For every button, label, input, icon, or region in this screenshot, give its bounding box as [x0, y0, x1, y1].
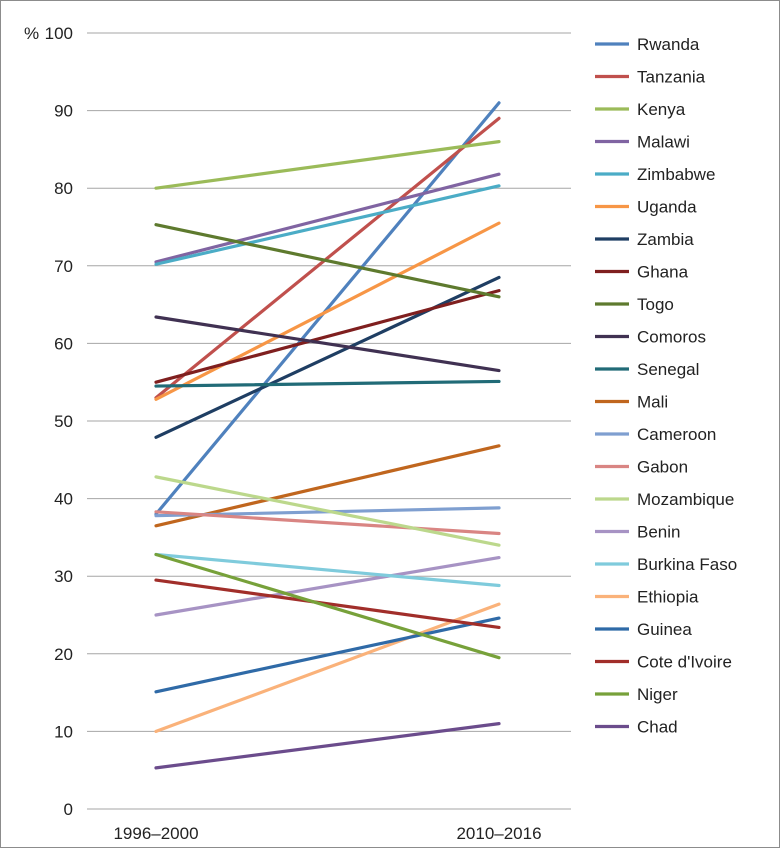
legend: Rwanda Tanzania Kenya Malawi Zimbabwe Uganda Z… — [595, 35, 737, 737]
legend-label: Mali — [637, 393, 668, 412]
y-tick-label: 100 — [45, 24, 73, 43]
x-tick-label: 1996–2000 — [113, 824, 198, 843]
y-tick-label: 80 — [54, 179, 73, 198]
legend-label: Tanzania — [637, 68, 706, 87]
series-line-comoros — [154, 315, 501, 373]
gridlines — [87, 32, 571, 810]
series-line-ethiopia — [154, 602, 501, 734]
legend-label: Ghana — [637, 263, 689, 282]
legend-label: Senegal — [637, 360, 699, 379]
legend-label: Gabon — [637, 458, 688, 477]
series-line-benin — [154, 555, 501, 617]
series-line-senegal — [154, 379, 501, 388]
legend-label: Mozambique — [637, 490, 734, 509]
series-line-togo — [154, 223, 501, 299]
legend-label: Cameroon — [637, 425, 716, 444]
x-tick-label: 2010–2016 — [456, 824, 541, 843]
legend-label: Zimbabwe — [637, 165, 715, 184]
legend-label: Benin — [637, 523, 680, 542]
series-line-ghana — [154, 289, 501, 384]
series-line-mali — [154, 444, 501, 528]
y-tick-label: 90 — [54, 102, 73, 121]
legend-label: Guinea — [637, 620, 692, 639]
series-line-malawi — [154, 172, 501, 264]
series-line-tanzania — [154, 116, 501, 400]
legend-label: Kenya — [637, 100, 686, 119]
series-line-zambia — [154, 275, 501, 439]
y-tick-label: 60 — [54, 334, 73, 353]
series-line-gabon — [154, 510, 501, 536]
legend-label: Cote d'Ivoire — [637, 653, 732, 672]
y-tick-label: 0 — [64, 800, 73, 819]
series-line-guinea — [154, 616, 501, 694]
series-line-cote-d-ivoire — [154, 578, 501, 630]
legend-label: Chad — [637, 718, 678, 737]
series-line-uganda — [154, 221, 501, 401]
legend-label: Ethiopia — [637, 588, 699, 607]
series-lines — [154, 101, 501, 770]
series-line-rwanda — [154, 101, 501, 516]
y-tick-label: 70 — [54, 257, 73, 276]
legend-label: Burkina Faso — [637, 555, 737, 574]
legend-label: Comoros — [637, 328, 706, 347]
legend-label: Zambia — [637, 230, 694, 249]
series-line-mozambique — [154, 475, 501, 547]
legend-label: Uganda — [637, 198, 697, 217]
y-tick-label: 10 — [54, 722, 73, 741]
y-tick-label: 50 — [54, 412, 73, 431]
series-line-kenya — [154, 140, 501, 190]
legend-label: Togo — [637, 295, 674, 314]
legend-label: Malawi — [637, 133, 690, 152]
series-line-chad — [154, 722, 501, 770]
y-tick-label: 20 — [54, 645, 73, 664]
legend-label: Niger — [637, 685, 678, 704]
series-line-niger — [154, 552, 501, 660]
x-axis: 1996–2000 2010–2016 — [113, 824, 541, 843]
legend-label: Rwanda — [637, 35, 700, 54]
y-axis: % 0 10 20 30 40 50 60 70 80 90 100 — [24, 24, 73, 819]
y-tick-label: 30 — [54, 567, 73, 586]
y-tick-label: 40 — [54, 490, 73, 509]
series-line-burkina-faso — [154, 552, 501, 588]
y-unit-label: % — [24, 24, 39, 43]
series-line-zimbabwe — [154, 184, 501, 266]
